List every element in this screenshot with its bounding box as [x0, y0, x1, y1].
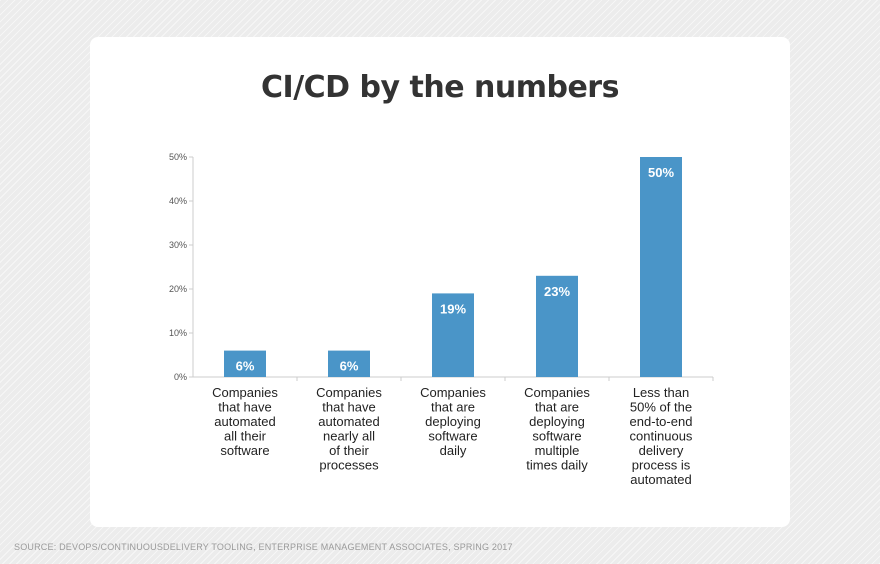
- y-tick-label: 10%: [169, 328, 187, 338]
- bar-value-label: 23%: [544, 284, 570, 299]
- y-tick-label: 40%: [169, 196, 187, 206]
- chart-title: CI/CD by the numbers: [261, 70, 619, 105]
- y-tick-label: 30%: [169, 240, 187, 250]
- category-label: Less than 50% of the end-to-end continuous d…: [630, 385, 693, 487]
- bar-value-label: 6%: [236, 359, 255, 374]
- category-label: Companies that have automated nearly all of …: [316, 385, 382, 473]
- bar: [640, 157, 682, 377]
- y-tick-label: 50%: [169, 152, 187, 162]
- bar-value-label: 50%: [648, 165, 674, 180]
- bar: [224, 350, 266, 377]
- y-tick-label: 20%: [169, 284, 187, 294]
- category-label: Companies that are deploying software daily: [420, 385, 486, 458]
- bar-value-label: 6%: [340, 359, 359, 374]
- bar: [328, 350, 370, 377]
- bar: [432, 293, 474, 377]
- bar-value-label: 19%: [440, 301, 466, 316]
- category-label: Companies that are deploying software multip…: [524, 385, 590, 473]
- y-tick-label: 0%: [174, 372, 187, 382]
- bar: [536, 275, 578, 377]
- source-note: SOURCE: DEVOPS/CONTINUOUSDELIVERY TOOLIN…: [14, 542, 513, 552]
- category-label: Companies that have automated all their soft…: [212, 385, 278, 458]
